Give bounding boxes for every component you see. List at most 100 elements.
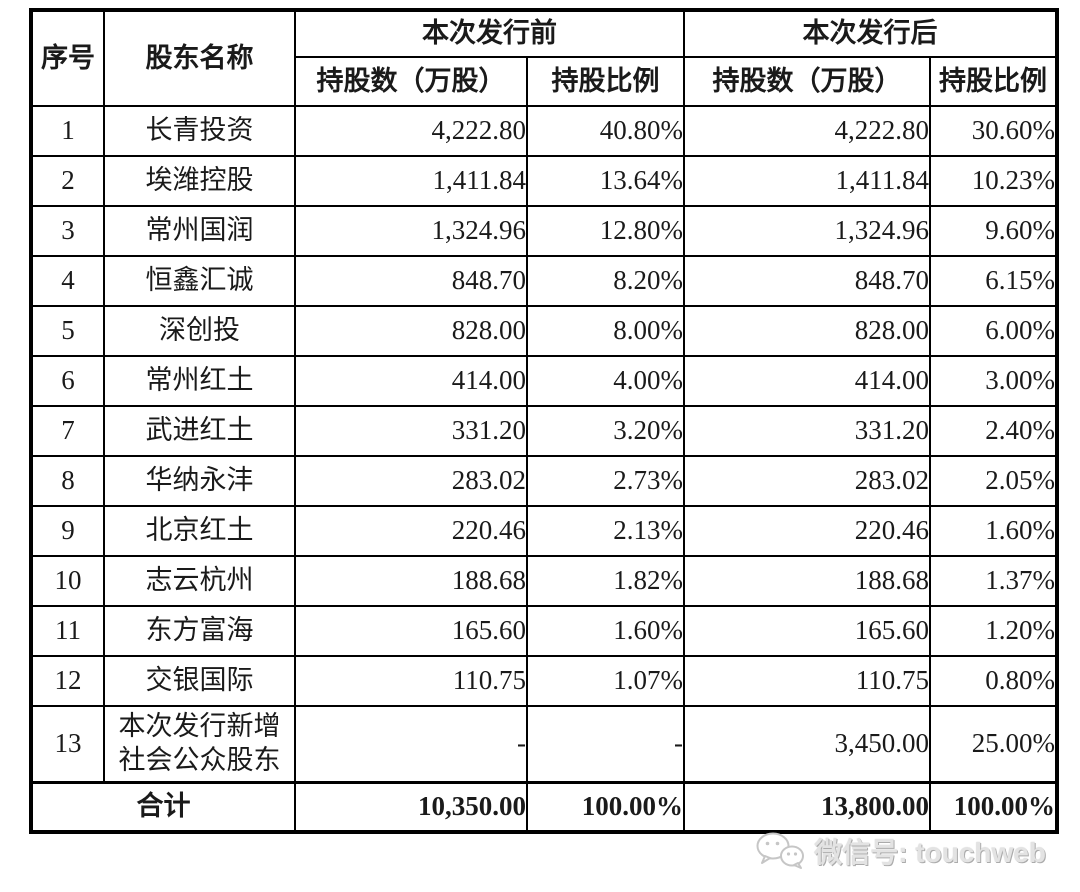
header-row-top: 序号 股东名称 本次发行前 本次发行后: [30, 9, 1058, 107]
cell-shareholder-name: 本次发行新增 社会公众股东: [103, 705, 296, 783]
cell-post-ratio: 1.20%: [929, 605, 1058, 657]
cell-post-shares: 3,450.00: [683, 705, 931, 783]
header-pre-shares: 持股数（万股）: [294, 56, 528, 107]
cell-seq: 1: [30, 105, 105, 157]
cell-post-shares: 220.46: [683, 505, 931, 557]
cell-shareholder-name: 长青投资: [103, 105, 296, 157]
cell-post-ratio: 6.15%: [929, 255, 1058, 307]
header-post-ratio: 持股比例: [929, 56, 1058, 107]
header-shareholder: 股东名称: [103, 9, 296, 107]
cell-post-shares: 414.00: [683, 355, 931, 407]
cell-seq: 8: [30, 455, 105, 507]
cell-seq: 9: [30, 505, 105, 557]
cell-pre-ratio: -: [526, 705, 685, 783]
total-post-shares: 13,800.00: [683, 780, 931, 833]
table-row: 6 常州红土 414.00 4.00% 414.00 3.00%: [30, 355, 1058, 407]
cell-pre-ratio: 2.73%: [526, 455, 685, 507]
cell-pre-shares: 110.75: [294, 655, 528, 707]
cell-seq: 12: [30, 655, 105, 707]
cell-shareholder-name: 常州国润: [103, 205, 296, 257]
cell-pre-shares: 331.20: [294, 405, 528, 457]
total-row: 合计 10,350.00 100.00% 13,800.00 100.00%: [30, 780, 1058, 833]
cell-post-shares: 1,411.84: [683, 155, 931, 207]
total-pre-shares: 10,350.00: [294, 780, 528, 833]
cell-pre-ratio: 2.13%: [526, 505, 685, 557]
cell-post-shares: 4,222.80: [683, 105, 931, 157]
table-row: 13 本次发行新增 社会公众股东 - - 3,450.00 25.00%: [30, 705, 1058, 783]
cell-pre-ratio: 8.00%: [526, 305, 685, 357]
cell-post-shares: 331.20: [683, 405, 931, 457]
table-row: 10 志云杭州 188.68 1.82% 188.68 1.37%: [30, 555, 1058, 607]
cell-shareholder-name: 常州红土: [103, 355, 296, 407]
cell-shareholder-name: 志云杭州: [103, 555, 296, 607]
cell-pre-shares: -: [294, 705, 528, 783]
cell-post-shares: 165.60: [683, 605, 931, 657]
cell-post-shares: 1,324.96: [683, 205, 931, 257]
cell-pre-shares: 165.60: [294, 605, 528, 657]
cell-seq: 2: [30, 155, 105, 207]
cell-shareholder-name: 恒鑫汇诚: [103, 255, 296, 307]
cell-post-ratio: 25.00%: [929, 705, 1058, 783]
table-row: 12 交银国际 110.75 1.07% 110.75 0.80%: [30, 655, 1058, 707]
cell-pre-shares: 188.68: [294, 555, 528, 607]
cell-post-shares: 188.68: [683, 555, 931, 607]
cell-shareholder-name: 武进红土: [103, 405, 296, 457]
cell-shareholder-name: 东方富海: [103, 605, 296, 657]
cell-seq: 3: [30, 205, 105, 257]
cell-post-shares: 283.02: [683, 455, 931, 507]
table-row: 2 埃潍控股 1,411.84 13.64% 1,411.84 10.23%: [30, 155, 1058, 207]
cell-pre-ratio: 4.00%: [526, 355, 685, 407]
cell-pre-shares: 4,222.80: [294, 105, 528, 157]
cell-shareholder-name: 北京红土: [103, 505, 296, 557]
cell-shareholder-name: 深创投: [103, 305, 296, 357]
watermark-text: 微信号: touchweb: [814, 837, 1046, 868]
cell-pre-shares: 283.02: [294, 455, 528, 507]
cell-post-ratio: 2.05%: [929, 455, 1058, 507]
watermark: 微信号: touchweb: [755, 831, 1046, 871]
header-row-sub: 持股数（万股） 持股比例 持股数（万股） 持股比例: [31, 56, 1058, 107]
cell-seq: 5: [30, 305, 105, 357]
header-pre-issue: 本次发行前: [294, 9, 685, 58]
cell-pre-ratio: 1.82%: [526, 555, 685, 607]
table-row: 5 深创投 828.00 8.00% 828.00 6.00%: [30, 305, 1058, 357]
cell-pre-ratio: 13.64%: [526, 155, 685, 207]
cell-seq: 4: [30, 255, 105, 307]
table-row: 4 恒鑫汇诚 848.70 8.20% 848.70 6.15%: [30, 255, 1058, 307]
header-post-shares: 持股数（万股）: [683, 56, 931, 107]
table-row: 3 常州国润 1,324.96 12.80% 1,324.96 9.60%: [30, 205, 1058, 257]
total-pre-ratio: 100.00%: [526, 780, 685, 833]
shareholder-table: 序号 股东名称 本次发行前 本次发行后 持股数（万股） 持股比例 持股数（万股）…: [29, 8, 1059, 834]
table-row: 11 东方富海 165.60 1.60% 165.60 1.20%: [30, 605, 1058, 657]
cell-pre-shares: 220.46: [294, 505, 528, 557]
total-post-ratio: 100.00%: [929, 780, 1058, 833]
cell-pre-shares: 1,411.84: [294, 155, 528, 207]
cell-pre-shares: 414.00: [294, 355, 528, 407]
cell-pre-ratio: 3.20%: [526, 405, 685, 457]
table-row: 8 华纳永沣 283.02 2.73% 283.02 2.05%: [30, 455, 1058, 507]
cell-pre-ratio: 12.80%: [526, 205, 685, 257]
cell-pre-ratio: 1.07%: [526, 655, 685, 707]
cell-shareholder-name: 交银国际: [103, 655, 296, 707]
cell-pre-ratio: 1.60%: [526, 605, 685, 657]
cell-shareholder-name: 华纳永沣: [103, 455, 296, 507]
cell-post-ratio: 3.00%: [929, 355, 1058, 407]
cell-seq: 10: [30, 555, 105, 607]
cell-pre-shares: 828.00: [294, 305, 528, 357]
cell-pre-shares: 1,324.96: [294, 205, 528, 257]
cell-seq: 13: [30, 705, 105, 783]
total-label: 合计: [30, 780, 296, 833]
cell-pre-ratio: 40.80%: [526, 105, 685, 157]
header-post-issue: 本次发行后: [683, 9, 1058, 58]
cell-shareholder-name: 埃潍控股: [103, 155, 296, 207]
cell-post-ratio: 9.60%: [929, 205, 1058, 257]
cell-post-ratio: 2.40%: [929, 405, 1058, 457]
cell-post-ratio: 1.60%: [929, 505, 1058, 557]
cell-pre-shares: 848.70: [294, 255, 528, 307]
header-pre-ratio: 持股比例: [526, 56, 685, 107]
table-row: 1 长青投资 4,222.80 40.80% 4,222.80 30.60%: [30, 105, 1058, 157]
cell-post-ratio: 10.23%: [929, 155, 1058, 207]
cell-post-shares: 110.75: [683, 655, 931, 707]
table-row: 7 武进红土 331.20 3.20% 331.20 2.40%: [30, 405, 1058, 457]
table-row: 9 北京红土 220.46 2.13% 220.46 1.60%: [30, 505, 1058, 557]
